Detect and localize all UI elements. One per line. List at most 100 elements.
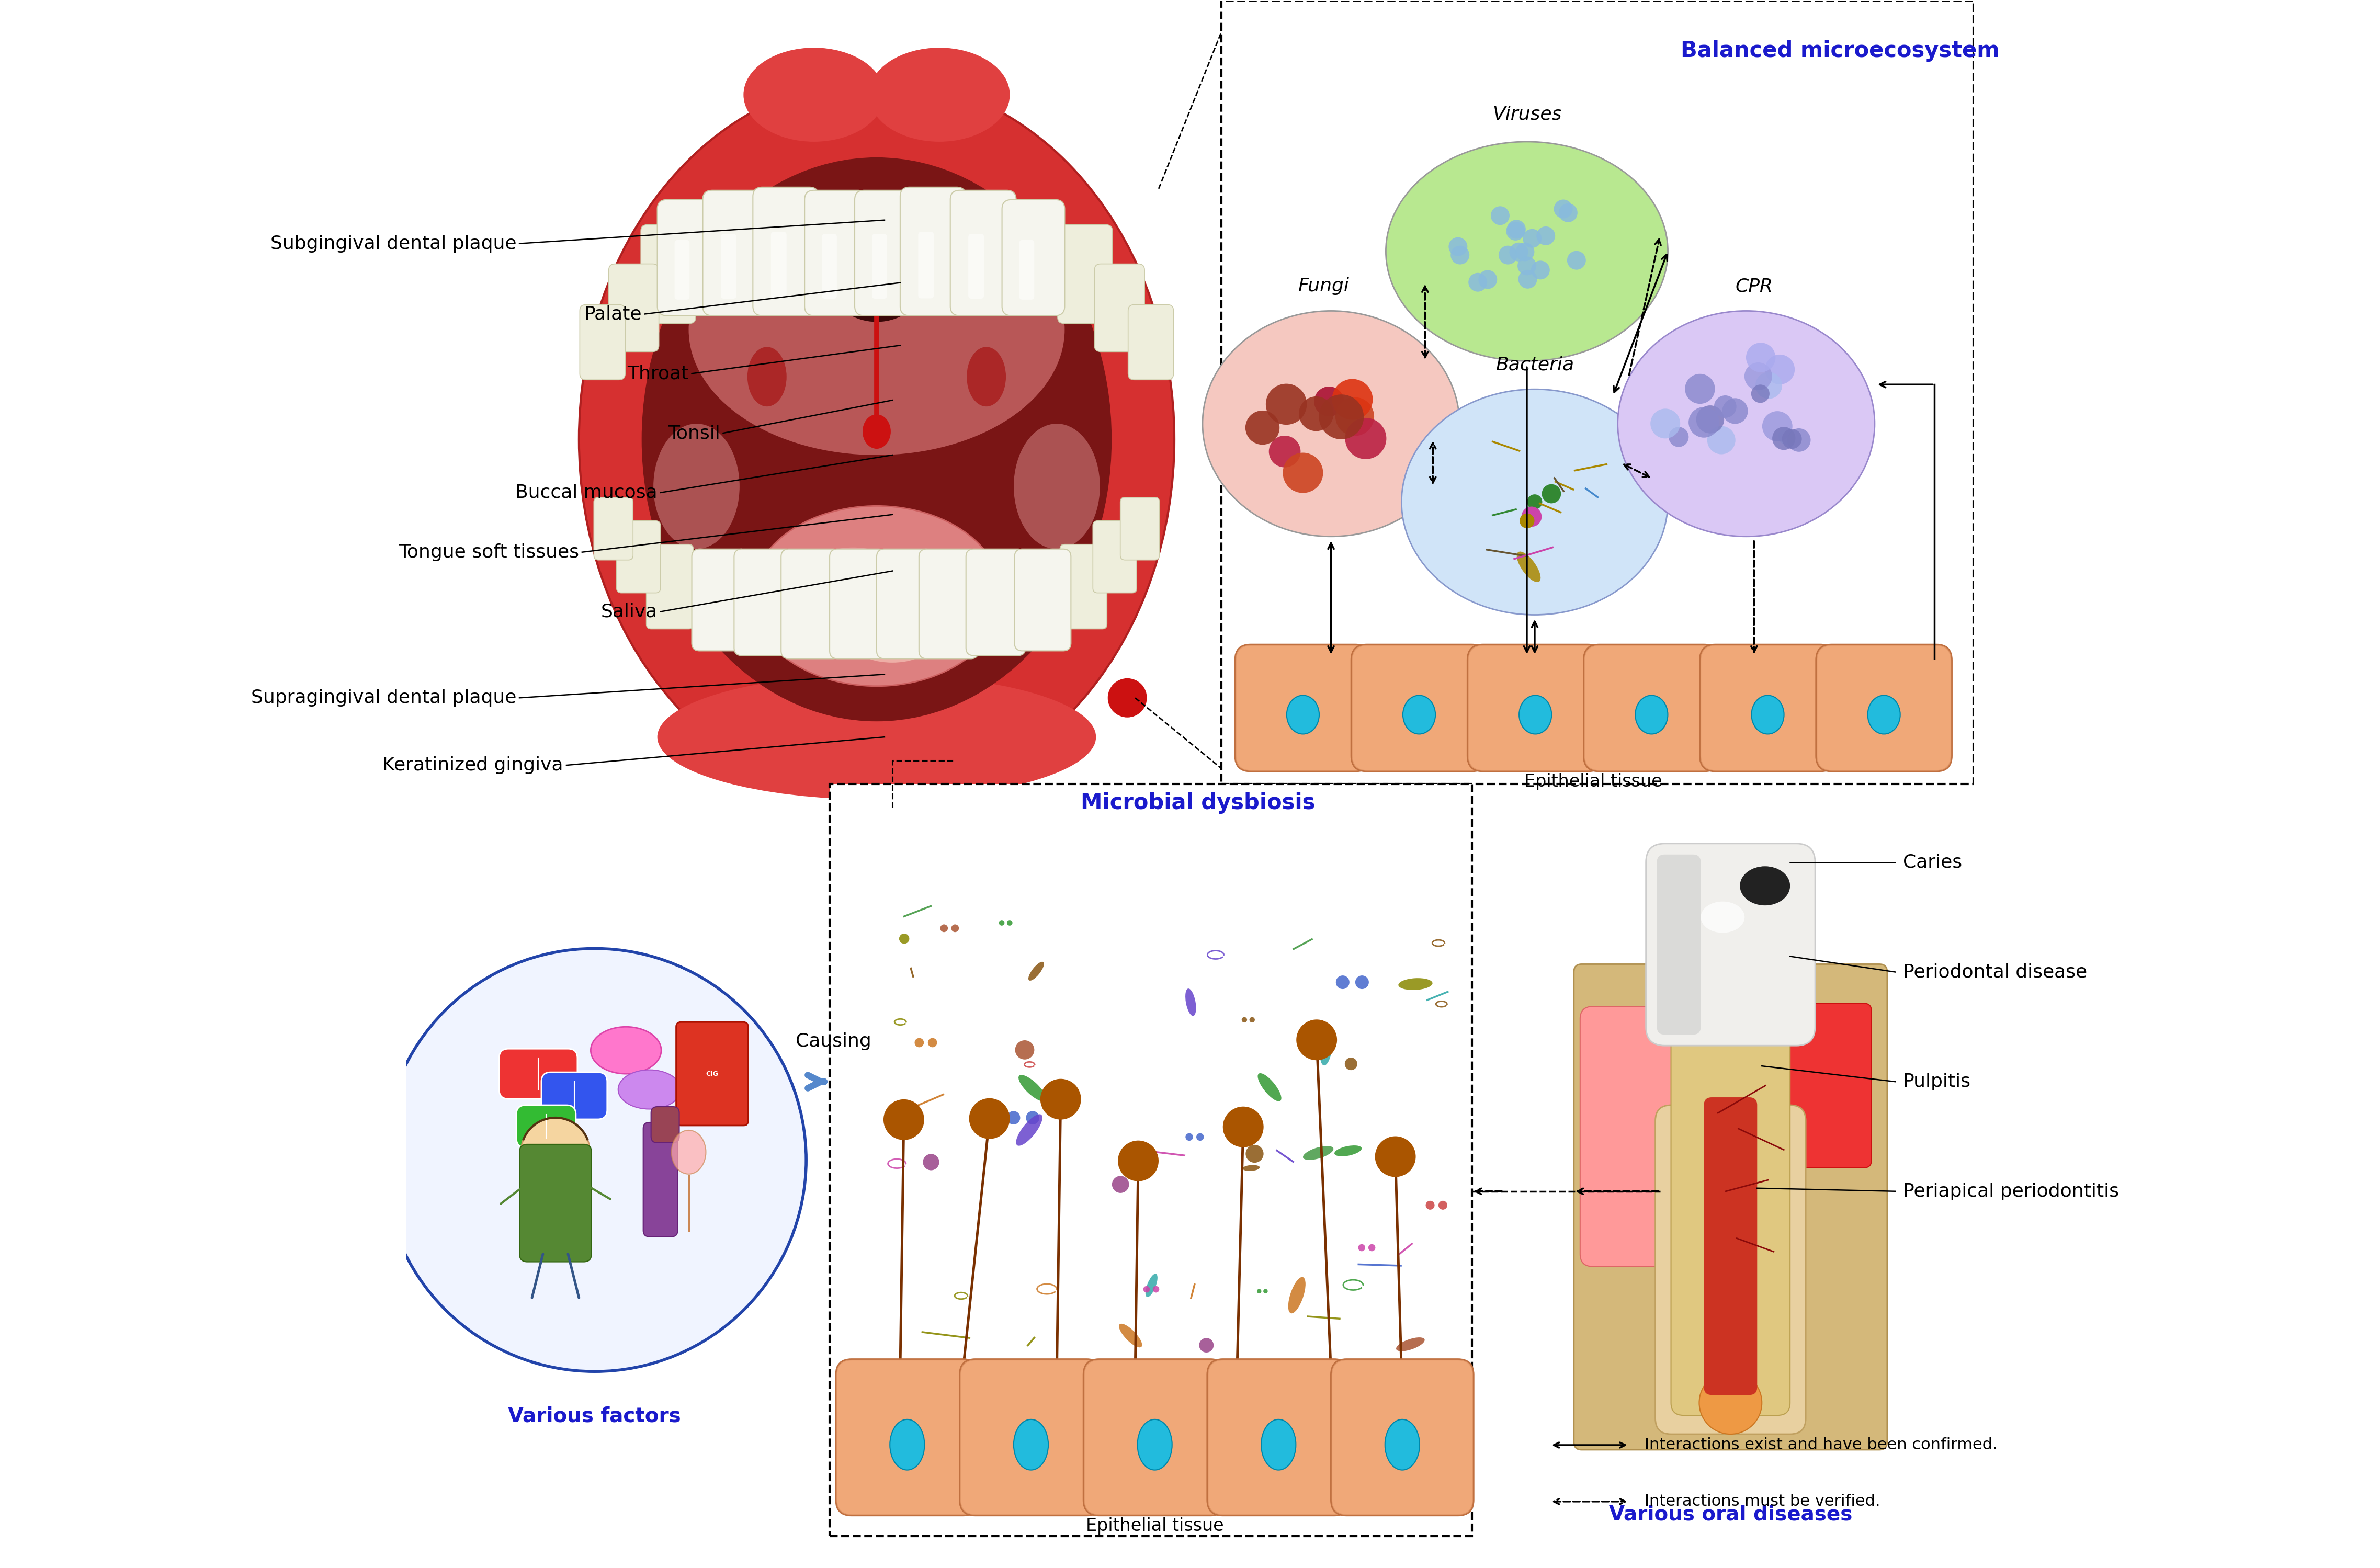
FancyBboxPatch shape bbox=[831, 784, 1471, 1537]
Ellipse shape bbox=[1028, 961, 1045, 980]
Circle shape bbox=[1773, 426, 1795, 450]
Ellipse shape bbox=[1016, 1115, 1042, 1146]
FancyBboxPatch shape bbox=[1235, 644, 1371, 771]
FancyBboxPatch shape bbox=[1330, 1359, 1473, 1516]
Text: Interactions must be verified.: Interactions must be verified. bbox=[1645, 1494, 1880, 1508]
Ellipse shape bbox=[654, 423, 740, 549]
Text: Epithelial tissue: Epithelial tissue bbox=[1085, 1518, 1223, 1535]
Circle shape bbox=[383, 949, 807, 1372]
Ellipse shape bbox=[1516, 552, 1540, 582]
Circle shape bbox=[1319, 395, 1364, 439]
Ellipse shape bbox=[747, 347, 785, 406]
FancyBboxPatch shape bbox=[1014, 549, 1071, 651]
Ellipse shape bbox=[578, 78, 1173, 800]
FancyBboxPatch shape bbox=[1704, 1098, 1756, 1396]
Ellipse shape bbox=[1302, 1146, 1333, 1160]
Circle shape bbox=[1250, 1018, 1254, 1022]
Text: Viruses: Viruses bbox=[1492, 105, 1561, 122]
Circle shape bbox=[1376, 1137, 1416, 1178]
FancyBboxPatch shape bbox=[519, 1145, 593, 1262]
Circle shape bbox=[1152, 1286, 1159, 1292]
Text: Periapical periodontitis: Periapical periodontitis bbox=[1904, 1182, 2118, 1200]
Ellipse shape bbox=[1518, 695, 1552, 734]
Circle shape bbox=[1507, 221, 1526, 240]
FancyBboxPatch shape bbox=[821, 234, 838, 298]
Text: CIG: CIG bbox=[707, 1071, 719, 1077]
Circle shape bbox=[1345, 1057, 1357, 1069]
FancyBboxPatch shape bbox=[1699, 644, 1835, 771]
Ellipse shape bbox=[1752, 695, 1785, 734]
Circle shape bbox=[1200, 1338, 1214, 1353]
Circle shape bbox=[1335, 975, 1349, 989]
Circle shape bbox=[1523, 229, 1542, 248]
Circle shape bbox=[1359, 1243, 1366, 1251]
FancyBboxPatch shape bbox=[616, 521, 659, 593]
FancyBboxPatch shape bbox=[1816, 644, 1952, 771]
Circle shape bbox=[1264, 1289, 1269, 1294]
FancyBboxPatch shape bbox=[595, 497, 633, 560]
FancyBboxPatch shape bbox=[752, 187, 819, 315]
Circle shape bbox=[1257, 1289, 1261, 1294]
Circle shape bbox=[928, 1038, 938, 1047]
Text: Microbial dysbiosis: Microbial dysbiosis bbox=[1081, 792, 1316, 814]
Ellipse shape bbox=[862, 640, 923, 663]
Circle shape bbox=[1016, 1040, 1035, 1060]
Circle shape bbox=[952, 925, 959, 931]
FancyBboxPatch shape bbox=[500, 1049, 578, 1099]
Ellipse shape bbox=[688, 204, 1064, 455]
Circle shape bbox=[1478, 270, 1497, 289]
FancyBboxPatch shape bbox=[854, 190, 916, 315]
FancyBboxPatch shape bbox=[1468, 644, 1602, 771]
Ellipse shape bbox=[1145, 1273, 1157, 1297]
Circle shape bbox=[1245, 411, 1280, 445]
Circle shape bbox=[1197, 1134, 1204, 1142]
Circle shape bbox=[1000, 920, 1004, 925]
Circle shape bbox=[1333, 379, 1373, 420]
Circle shape bbox=[1368, 1243, 1376, 1251]
Circle shape bbox=[914, 1038, 923, 1047]
Ellipse shape bbox=[869, 47, 1009, 141]
Ellipse shape bbox=[643, 157, 1111, 721]
Circle shape bbox=[1269, 436, 1299, 467]
Ellipse shape bbox=[1402, 389, 1668, 615]
Ellipse shape bbox=[1019, 1076, 1047, 1101]
Ellipse shape bbox=[1399, 978, 1433, 989]
FancyBboxPatch shape bbox=[1057, 224, 1111, 323]
FancyBboxPatch shape bbox=[831, 549, 885, 659]
FancyBboxPatch shape bbox=[1352, 644, 1488, 771]
Circle shape bbox=[1299, 397, 1333, 431]
FancyBboxPatch shape bbox=[674, 240, 690, 299]
FancyBboxPatch shape bbox=[1059, 544, 1107, 629]
Circle shape bbox=[1345, 419, 1388, 459]
Text: Causing: Causing bbox=[795, 1033, 871, 1051]
Text: Interactions exist and have been confirmed.: Interactions exist and have been confirm… bbox=[1645, 1438, 1997, 1452]
Ellipse shape bbox=[590, 1027, 662, 1074]
Circle shape bbox=[1783, 430, 1802, 448]
Ellipse shape bbox=[1618, 310, 1875, 536]
Circle shape bbox=[1223, 1107, 1264, 1148]
Circle shape bbox=[1714, 395, 1737, 417]
Text: Subgingival dental plaque: Subgingival dental plaque bbox=[271, 235, 516, 252]
FancyBboxPatch shape bbox=[609, 263, 659, 351]
Circle shape bbox=[1530, 260, 1549, 279]
FancyBboxPatch shape bbox=[693, 549, 747, 651]
Circle shape bbox=[1542, 485, 1561, 503]
FancyBboxPatch shape bbox=[581, 304, 626, 379]
Circle shape bbox=[1438, 1201, 1447, 1209]
Circle shape bbox=[1452, 246, 1468, 265]
Circle shape bbox=[1745, 362, 1773, 390]
Ellipse shape bbox=[1868, 695, 1899, 734]
Circle shape bbox=[1026, 1112, 1040, 1124]
Ellipse shape bbox=[1321, 1032, 1333, 1065]
Circle shape bbox=[1566, 251, 1585, 270]
Circle shape bbox=[1516, 243, 1535, 262]
FancyBboxPatch shape bbox=[781, 549, 840, 659]
Ellipse shape bbox=[831, 243, 923, 321]
Circle shape bbox=[1468, 273, 1488, 292]
Circle shape bbox=[1245, 1145, 1264, 1163]
Circle shape bbox=[521, 1118, 590, 1187]
Circle shape bbox=[1761, 411, 1792, 441]
Circle shape bbox=[1537, 226, 1554, 245]
FancyBboxPatch shape bbox=[876, 549, 933, 659]
FancyBboxPatch shape bbox=[1095, 263, 1145, 351]
